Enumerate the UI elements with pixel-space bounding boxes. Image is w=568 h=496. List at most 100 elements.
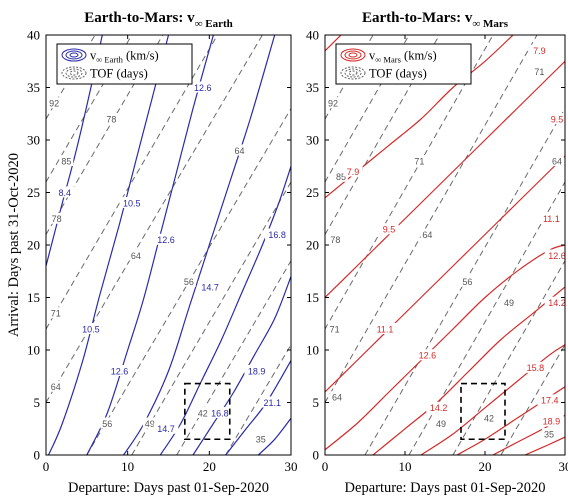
tof-label: 56: [462, 277, 472, 287]
vinf-contour-line: [325, 244, 565, 451]
vinf-label: 16.8: [268, 230, 286, 240]
vinf-contour-line: [192, 276, 291, 455]
x-tick-label: 10: [399, 459, 412, 474]
vinf-label-bg: [55, 186, 75, 198]
y-tick-label: 10: [27, 343, 40, 358]
vinf-label: 9.5: [551, 114, 564, 124]
tof-label-bg: [142, 417, 157, 429]
tof-label-bg: [460, 275, 475, 287]
y-tick-label: 15: [27, 290, 40, 305]
vinf-label-bg: [197, 281, 223, 292]
vinf-label-bg: [372, 323, 398, 334]
legend-box: [335, 43, 472, 85]
vinf-label: 8.4: [59, 188, 72, 198]
tof-label: 64: [422, 230, 432, 240]
vinf-legend-icon: [344, 50, 362, 60]
y-tick-label: 25: [27, 185, 40, 200]
vinf-label: 11.1: [377, 324, 394, 334]
vinf-label: 16.8: [211, 408, 229, 418]
vinf-label-bg: [244, 365, 269, 376]
x-tick-label: 30: [285, 459, 298, 474]
tof-label: 56: [102, 419, 112, 429]
vinf-label-bg: [264, 228, 290, 240]
vinf-label: 12.6: [548, 251, 566, 261]
vinf-contour-line: [456, 386, 565, 455]
y-tick-label: 30: [27, 133, 40, 148]
contour-labels: 92 71 85 78 71 71 64 64 64 56 49 49 42 35 7.9 7.9 9.5 9.5…: [326, 44, 566, 439]
vinf-label-bg: [207, 407, 233, 418]
legend-entry-label: v∞ Mars (km/s): [369, 49, 437, 65]
contour-labels: 928578787164646456564942358.410.510.510.…: [47, 44, 290, 445]
tof-label: 49: [504, 298, 514, 308]
plot-area: 928578787164646456564942358.410.510.510.…: [46, 35, 291, 455]
tof-label-bg: [47, 97, 62, 109]
vinf-contour-line: [325, 155, 565, 393]
tof-label-bg: [326, 97, 340, 109]
tof-label: 85: [336, 172, 346, 182]
tof-label-bg: [49, 212, 64, 224]
tof-label-bg: [48, 380, 63, 392]
tof-label: 64: [552, 156, 562, 166]
vinf-label-bg: [523, 361, 548, 373]
y-tick-label: 35: [306, 80, 319, 95]
y-tick-label: 40: [27, 28, 40, 43]
tof-label: 92: [328, 99, 338, 109]
y-tick-label: 20: [306, 238, 319, 253]
tof-label: 64: [235, 146, 245, 156]
tof-label: 64: [131, 251, 141, 261]
tof-label-bg: [434, 417, 448, 429]
vinf-legend-icon: [348, 52, 358, 58]
tof-label: 64: [51, 382, 61, 392]
vinf-contour-line: [420, 344, 565, 455]
tof-label: 71: [414, 156, 424, 166]
tof-label: 92: [49, 99, 59, 109]
y-tick-label: 20: [27, 238, 40, 253]
tof-line: [325, 35, 538, 403]
tof-line: [131, 181, 291, 455]
x-axis-label: Departure: Days past 01-Sep-2020: [345, 480, 546, 496]
tof-label-bg: [100, 417, 115, 429]
y-tick-label: 10: [306, 343, 319, 358]
tof-label: 78: [52, 214, 62, 224]
vinf-contour-line: [123, 35, 276, 455]
tof-label-bg: [327, 323, 342, 334]
tof-label: 71: [330, 324, 340, 334]
vinf-label: 18.9: [248, 366, 266, 376]
highlight-box: [460, 382, 506, 441]
vinf-legend-icon: [69, 52, 79, 58]
vinf-legend-icon: [340, 48, 366, 62]
vinf-label: 14.2: [548, 298, 566, 308]
vinf-label-bg: [153, 233, 179, 245]
vinf-label-bg: [544, 249, 565, 261]
vinf-label-bg: [537, 394, 563, 406]
tof-label: 42: [484, 414, 494, 424]
tof-legend-icon: [344, 68, 362, 78]
legend-box: [56, 43, 193, 85]
vinf-label-bg: [107, 365, 132, 376]
tof-label-bg: [104, 113, 119, 124]
tof-label-bg: [253, 433, 268, 445]
tof-label: 49: [145, 419, 155, 429]
vinf-label: 14.7: [157, 424, 175, 434]
tof-label: 78: [106, 114, 116, 124]
vinf-contour-line: [159, 166, 291, 455]
tof-label-bg: [550, 155, 564, 166]
tof-legend-icon: [61, 66, 87, 80]
vinf-label-bg: [153, 422, 179, 434]
vinf-contour-line: [225, 360, 291, 455]
x-tick-label: 10: [121, 459, 134, 474]
tof-label-bg: [420, 228, 435, 240]
vinf-label-bg: [259, 396, 285, 408]
tof-label: 64: [332, 393, 342, 403]
vinf-label-bg: [415, 349, 440, 361]
vinf-contour-line: [372, 286, 565, 455]
tof-label: 35: [256, 435, 266, 445]
vinf-label: 12.6: [419, 351, 437, 361]
x-tick-label: 30: [559, 459, 568, 474]
tof-label: 78: [330, 235, 340, 245]
tof-label-bg: [48, 307, 63, 319]
vinf-label-bg: [539, 415, 564, 427]
x-tick-label: 20: [203, 459, 216, 474]
tof-label-bg: [182, 275, 196, 287]
vinf-label: 12.6: [157, 235, 175, 245]
